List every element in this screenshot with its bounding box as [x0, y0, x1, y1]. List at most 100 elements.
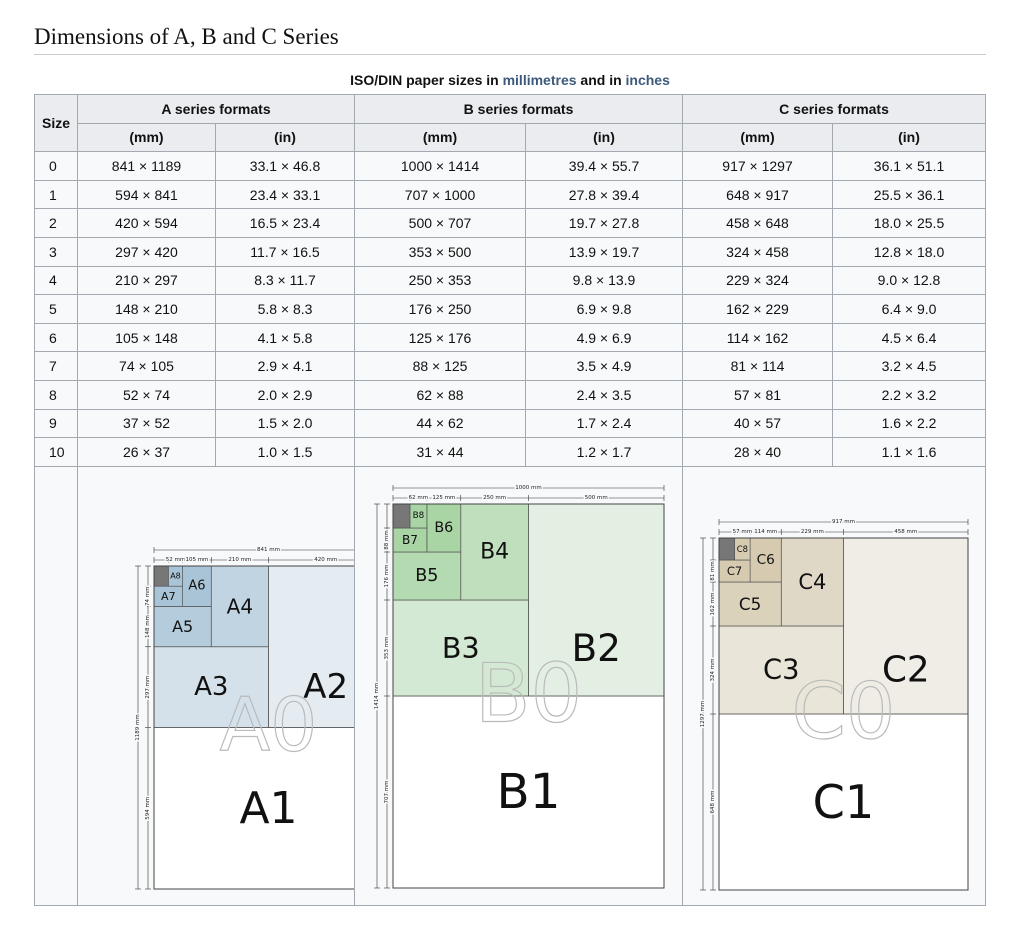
table-row: 9 37 × 52 1.5 × 2.0 44 × 62 1.7 × 2.4 40 × 57…	[34, 408, 987, 439]
paper-sizes-table: Size A series formats B series formats C…	[34, 93, 987, 906]
a-total-height-label: 1189 mm	[135, 714, 141, 740]
c2-label: C2	[882, 649, 930, 690]
b-series-diagram: B1 B2 B3 B4 B5 B6 B7 B8 B0 1000 mm 62 mm 125 mm 250 …	[373, 483, 665, 889]
c-dimension-lines	[700, 518, 969, 891]
c-in-header: (in)	[832, 122, 987, 153]
b-mm-cell: 353 × 500	[354, 236, 527, 267]
a-w2-label: 420 mm	[314, 557, 337, 563]
a-h6-label: 148 mm	[145, 615, 151, 638]
b-mm-cell: 1000 × 1414	[354, 151, 527, 181]
table-row: 8 52 × 74 2.0 × 2.9 62 × 88 2.4 × 3.5 57 × 81…	[34, 379, 987, 410]
c4-label: C4	[798, 570, 826, 594]
b-h2-label: 707 mm	[384, 780, 390, 803]
a6-label: A6	[188, 578, 205, 593]
b4-label: B4	[480, 539, 509, 564]
millimetres-link[interactable]: millimetres	[502, 72, 577, 88]
b-w6-label: 125 mm	[432, 495, 455, 501]
b-in-cell: 9.8 × 13.9	[525, 265, 684, 296]
c-in-cell: 9.0 × 12.8	[832, 265, 987, 296]
c-w8-label: 57 mm	[733, 529, 752, 535]
b-in-cell: 3.5 × 4.9	[525, 351, 684, 381]
caption-middle: and in	[576, 72, 626, 88]
size-cell: 7	[34, 351, 78, 381]
c-in-cell: 4.5 × 6.4	[832, 322, 987, 353]
size-cell: 2	[34, 208, 78, 238]
a-in-cell: 1.0 × 1.5	[214, 437, 356, 467]
c-mm-cell: 917 × 1297	[682, 151, 834, 181]
c-mm-header: (mm)	[682, 122, 834, 153]
c2-sheet	[843, 537, 969, 715]
c-in-cell: 18.0 × 25.5	[832, 208, 987, 238]
b-in-cell: 1.2 × 1.7	[525, 437, 684, 467]
size-cell: 6	[34, 322, 78, 353]
a-mm-cell: 52 × 74	[77, 379, 216, 410]
c6-label: C6	[757, 552, 775, 568]
a-mm-cell: 297 × 420	[77, 236, 216, 267]
b-h8-label: 88 mm	[384, 530, 390, 549]
a-w8-label: 52 mm	[166, 557, 185, 563]
table-row: 2 420 × 594 16.5 × 23.4 500 × 707 19.7 × 27.…	[34, 208, 987, 238]
table-row: 7 74 × 105 2.9 × 4.1 88 × 125 3.5 × 4.9 81 × …	[34, 351, 987, 381]
a-diagram-cell: A1 A2 A3 A4 A5 A6 A7 A8 A0 841 mm 52 mm 105 mm 210 m…	[76, 465, 384, 906]
a-h4-label: 297 mm	[145, 675, 151, 698]
a-series-diagram: A1 A2 A3 A4 A5 A6 A7 A8 A0 841 mm 52 mm 105 mm 210 m…	[134, 545, 384, 890]
a-mm-cell: 74 × 105	[77, 351, 216, 381]
c-h6-label: 162 mm	[710, 592, 716, 615]
b0-label: B0	[475, 646, 583, 741]
a5-sheet	[153, 605, 212, 647]
b5-sheet	[392, 551, 462, 601]
b3-sheet	[392, 599, 529, 697]
a-in-cell: 23.4 × 33.1	[214, 179, 356, 210]
a-w6-label: 105 mm	[185, 557, 208, 563]
size-cell: 5	[34, 294, 78, 324]
c-in-cell: 12.8 × 18.0	[832, 236, 987, 267]
b-in-cell: 19.7 × 27.8	[525, 208, 684, 238]
b-mm-cell: 500 × 707	[354, 208, 527, 238]
a-total-width-label: 841 mm	[257, 547, 280, 553]
table-row: 5 148 × 210 5.8 × 8.3 176 × 250 6.9 × 9.8 162…	[34, 294, 987, 324]
table-row: 3 297 × 420 11.7 × 16.5 353 × 500 13.9 × 19.…	[34, 236, 987, 267]
c-mm-cell: 114 × 162	[682, 322, 834, 353]
a8-label: A8	[170, 571, 181, 580]
a4-label: A4	[227, 594, 253, 618]
b6-label: B6	[434, 520, 453, 536]
b-in-cell: 1.7 × 2.4	[525, 408, 684, 439]
heading-divider	[34, 54, 986, 55]
c4-sheet	[780, 537, 844, 627]
c-in-cell: 6.4 × 9.0	[832, 294, 987, 324]
a-in-cell: 33.1 × 46.8	[214, 151, 356, 181]
table-body: 0 841 × 1189 33.1 × 46.8 1000 × 1414 39.4 × …	[34, 151, 987, 467]
a-mm-cell: 105 × 148	[77, 322, 216, 353]
b-total-height-label: 1414 mm	[374, 682, 380, 708]
size-header: Size	[34, 93, 78, 153]
inches-link[interactable]: inches	[625, 72, 670, 88]
c8-label: C8	[737, 544, 748, 554]
a5-label: A5	[172, 617, 193, 636]
c-mm-cell: 324 × 458	[682, 236, 834, 267]
b5-label: B5	[415, 566, 438, 586]
b-in-header: (in)	[525, 122, 684, 153]
c0-label: C0	[792, 667, 896, 757]
c-in-cell: 36.1 × 51.1	[832, 151, 987, 181]
c-in-cell: 2.2 × 3.2	[832, 379, 987, 410]
c6-sheet	[749, 537, 782, 583]
size-cell: 1	[34, 179, 78, 210]
a1-sheet	[153, 726, 384, 890]
table-row: 4 210 × 297 8.3 × 11.7 250 × 353 9.8 × 13.9 2…	[34, 265, 987, 296]
a4-sheet	[210, 565, 269, 647]
a7-label: A7	[161, 590, 176, 603]
b-in-cell: 2.4 × 3.5	[525, 379, 684, 410]
c-mm-cell: 81 × 114	[682, 351, 834, 381]
a-mm-cell: 420 × 594	[77, 208, 216, 238]
page-heading: Dimensions of A, B and C Series	[34, 24, 339, 49]
size-cell: 3	[34, 236, 78, 267]
b-h6-label: 176 mm	[384, 564, 390, 587]
b2-label: B2	[572, 626, 621, 670]
b-dimension-lines	[374, 484, 665, 889]
c-total-height-label: 1297 mm	[700, 700, 706, 726]
b-mm-cell: 707 × 1000	[354, 179, 527, 210]
a-mm-header: (mm)	[77, 122, 216, 153]
b2-sheet	[528, 503, 665, 697]
table-row: 6 105 × 148 4.1 × 5.8 125 × 176 4.9 × 6.9 114…	[34, 322, 987, 353]
c-in-cell: 1.6 × 2.2	[832, 408, 987, 439]
